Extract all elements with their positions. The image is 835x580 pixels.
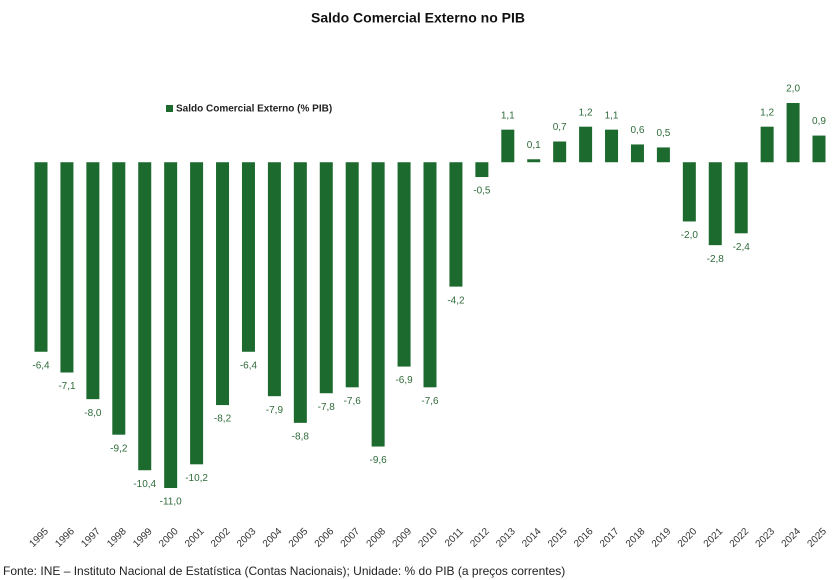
- value-label: -2,4: [733, 242, 751, 253]
- value-label: -7,8: [318, 402, 336, 413]
- bar: [60, 162, 74, 373]
- bar: [656, 147, 670, 163]
- bar: [423, 162, 437, 388]
- bar: [34, 162, 48, 352]
- bar: [682, 162, 696, 222]
- value-label: -7,6: [344, 396, 362, 407]
- bar: [812, 135, 826, 163]
- bar: [293, 162, 307, 423]
- bar: [553, 141, 567, 163]
- bar: [786, 103, 800, 163]
- bar: [319, 162, 333, 394]
- value-label: -10,2: [185, 473, 208, 484]
- bar: [760, 126, 774, 163]
- bar: [708, 162, 722, 246]
- x-tick-label: 1995: [27, 526, 51, 550]
- bar: [112, 162, 126, 435]
- x-tick-label: 2013: [494, 526, 518, 550]
- value-label: -6,4: [32, 360, 50, 371]
- bar: [345, 162, 359, 388]
- x-tick-label: 2025: [805, 526, 829, 550]
- x-tick-label: 2012: [468, 526, 492, 550]
- x-tick-label: 2010: [416, 526, 440, 550]
- value-label: 0,1: [527, 140, 541, 151]
- x-tick-label: 2024: [780, 526, 804, 550]
- value-label: 2,0: [786, 84, 800, 95]
- value-label: -8,2: [214, 414, 232, 425]
- bar: [501, 129, 515, 163]
- x-tick-label: 2006: [313, 526, 337, 550]
- value-label: -9,6: [370, 455, 388, 466]
- value-label: -7,6: [421, 396, 439, 407]
- x-tick-label: 2001: [183, 526, 207, 550]
- value-label: -10,4: [133, 479, 156, 490]
- value-label: -6,9: [395, 375, 413, 386]
- x-tick-label: 1998: [105, 526, 129, 550]
- value-label: 0,5: [656, 128, 670, 139]
- x-tick-label: 2008: [365, 526, 389, 550]
- x-tick-label: 2015: [546, 526, 570, 550]
- value-label: 1,1: [605, 110, 619, 121]
- chart-title: Saldo Comercial Externo no PIB: [311, 10, 525, 26]
- bar: [216, 162, 230, 406]
- value-label: 0,9: [812, 116, 826, 127]
- x-tick-label: 1999: [131, 526, 155, 550]
- bar: [267, 162, 281, 397]
- x-tick-label: 2018: [624, 526, 648, 550]
- bar: [605, 129, 619, 163]
- x-tick-label: 2017: [598, 526, 622, 550]
- x-tick-label: 2007: [339, 526, 363, 550]
- source-note: Fonte: INE – Instituto Nacional de Estat…: [3, 564, 565, 578]
- x-tick-label: 2023: [754, 526, 778, 550]
- x-tick-label: 2020: [676, 526, 700, 550]
- bar: [397, 162, 411, 367]
- x-tick-label: 2005: [287, 526, 311, 550]
- x-tick-label: 1997: [79, 526, 103, 550]
- value-label: -6,4: [240, 360, 258, 371]
- legend-swatch: [166, 105, 173, 112]
- value-label: 0,7: [553, 122, 567, 133]
- value-label: -4,2: [447, 295, 465, 306]
- x-tick-label: 2003: [235, 526, 259, 550]
- value-label: 1,2: [579, 107, 593, 118]
- value-label: -7,9: [266, 405, 284, 416]
- value-label: -8,8: [292, 431, 310, 442]
- value-label: -11,0: [160, 497, 182, 508]
- value-label: -9,2: [110, 443, 128, 454]
- value-label: 0,6: [631, 125, 645, 136]
- legend-label: Saldo Comercial Externo (% PIB): [176, 104, 332, 115]
- value-label: -2,0: [681, 230, 699, 241]
- x-tick-label: 2000: [157, 526, 181, 550]
- x-tick-label: 2011: [443, 526, 466, 549]
- x-tick-label: 2009: [391, 526, 415, 550]
- bar: [630, 144, 644, 163]
- value-label: -0,5: [473, 186, 491, 197]
- x-tick-label: 2019: [650, 526, 674, 550]
- x-tick-label: 2002: [209, 526, 233, 550]
- bar: [86, 162, 100, 400]
- bar: [475, 162, 489, 178]
- value-label: -7,1: [58, 381, 76, 392]
- x-tick-label: 2016: [572, 526, 596, 550]
- bar: [241, 162, 255, 352]
- bar: [734, 162, 748, 234]
- bar: [371, 162, 385, 447]
- x-tick-label: 2004: [261, 526, 285, 550]
- value-label: -2,8: [707, 254, 725, 265]
- bar: [449, 162, 463, 287]
- bar: [527, 159, 541, 163]
- bar: [164, 162, 178, 488]
- x-tick-label: 2022: [728, 526, 752, 550]
- bar: [190, 162, 204, 465]
- x-tick-label: 2014: [520, 526, 544, 550]
- bar: [579, 126, 593, 163]
- value-label: 1,1: [501, 110, 515, 121]
- value-label: 1,2: [760, 107, 774, 118]
- x-tick-label: 2021: [702, 526, 726, 550]
- bar: [138, 162, 152, 471]
- x-tick-label: 1996: [53, 526, 77, 550]
- value-label: -8,0: [84, 408, 102, 419]
